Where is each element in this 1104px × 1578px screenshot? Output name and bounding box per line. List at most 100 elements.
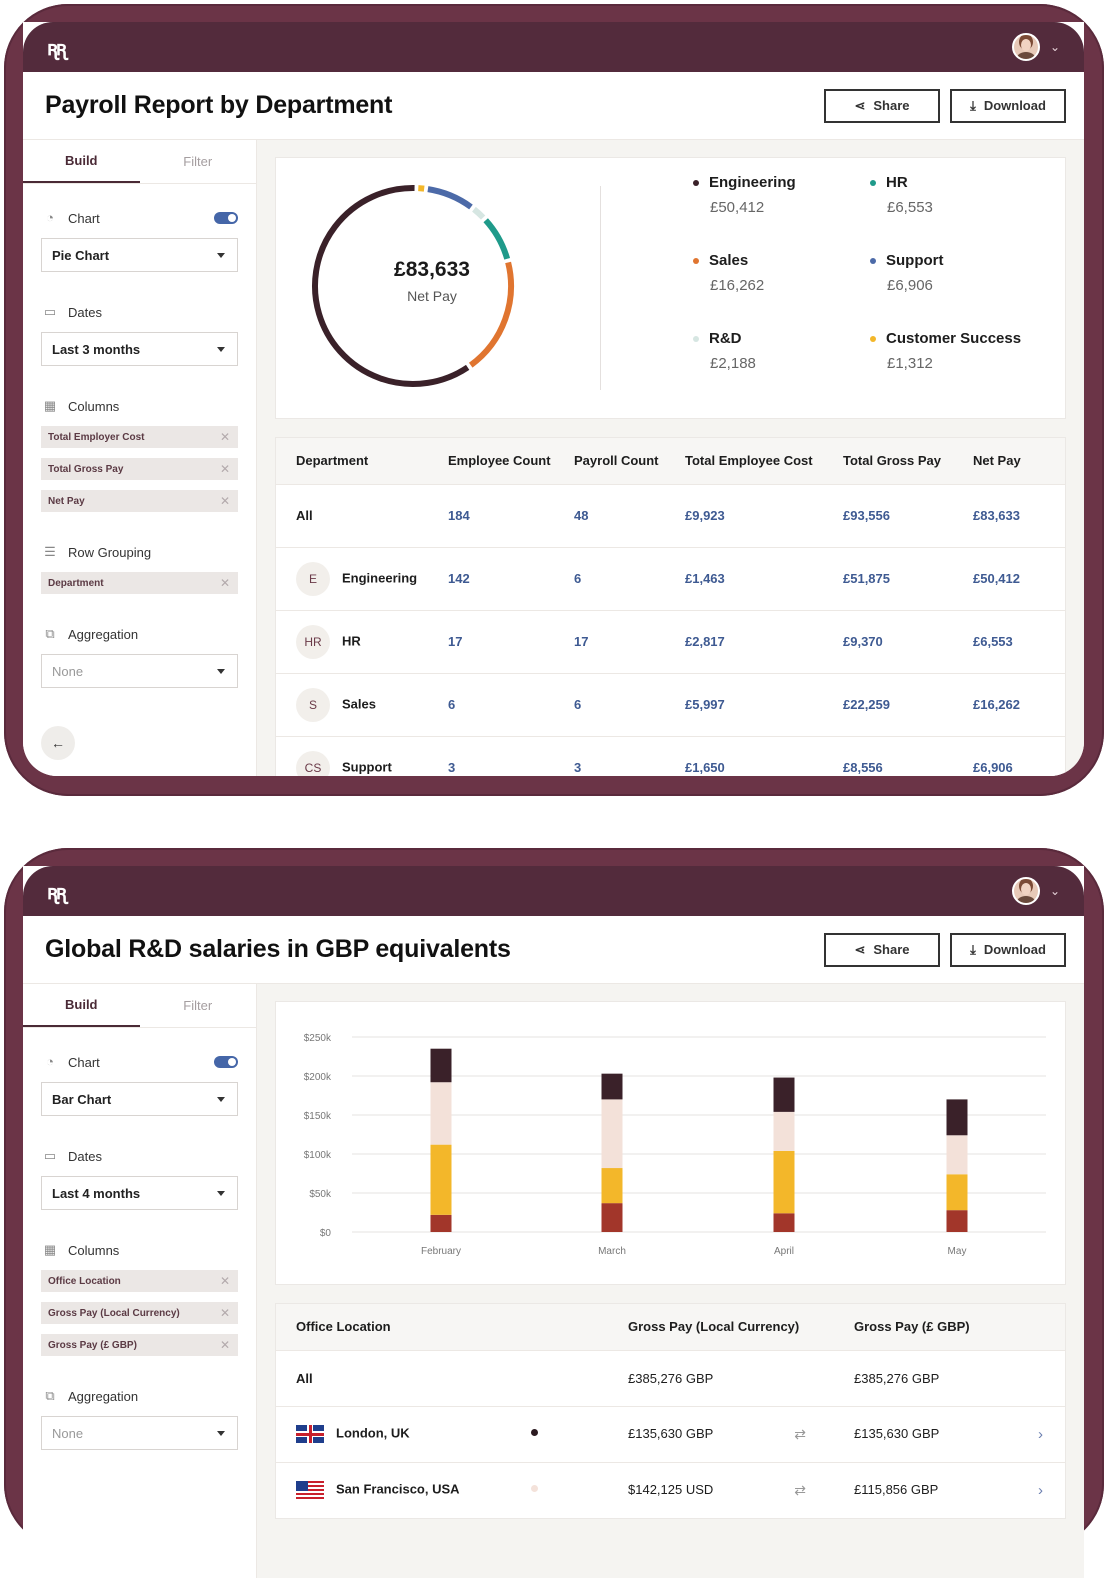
column-header[interactable]: Total Employee Cost xyxy=(665,438,823,484)
avatar[interactable] xyxy=(1012,877,1040,905)
pie-slice-hr[interactable] xyxy=(486,220,507,259)
close-icon[interactable]: ✕ xyxy=(220,494,230,508)
aggregation-select[interactable]: None xyxy=(41,654,238,688)
column-header[interactable]: Gross Pay (Local Currency) xyxy=(608,1304,834,1350)
column-chip[interactable]: Net Pay✕ xyxy=(41,490,238,512)
legend-name: Sales xyxy=(709,252,748,269)
department-badge: E xyxy=(296,562,330,596)
chevron-down-icon[interactable]: ⌄ xyxy=(1050,40,1060,54)
column-header[interactable]: Payroll Count xyxy=(554,438,665,484)
chip-label: Total Employer Cost xyxy=(48,432,145,443)
column-header[interactable]: Total Gross Pay xyxy=(823,438,953,484)
chart-toggle[interactable] xyxy=(214,212,238,224)
convert-icon: ⇄ xyxy=(794,1482,806,1499)
chart-label: Chart xyxy=(68,211,100,226)
chart-type-select[interactable]: Pie Chart xyxy=(41,238,238,272)
chevron-right-icon[interactable]: › xyxy=(1038,1426,1043,1443)
y-tick-label: $50k xyxy=(309,1189,332,1200)
chip-label: Total Gross Pay xyxy=(48,464,123,475)
dates-select[interactable]: Last 4 months xyxy=(41,1176,238,1210)
close-icon[interactable]: ✕ xyxy=(220,430,230,444)
close-icon[interactable]: ✕ xyxy=(220,1274,230,1288)
bar-segment-february[interactable] xyxy=(431,1145,452,1215)
bar-segment-march[interactable] xyxy=(602,1074,623,1100)
download-button[interactable]: ⤓Download xyxy=(950,89,1066,123)
tab-filter[interactable]: Filter xyxy=(140,140,257,183)
share-button[interactable]: ⋖Share xyxy=(824,89,940,123)
caret-down-icon xyxy=(217,253,225,258)
bar-segment-may[interactable] xyxy=(947,1210,968,1232)
download-label: Download xyxy=(984,98,1046,113)
bar-segment-march[interactable] xyxy=(602,1168,623,1203)
bar-segment-february[interactable] xyxy=(431,1215,452,1232)
column-chip[interactable]: Total Gross Pay ✕ xyxy=(41,458,238,480)
table-row[interactable]: All£385,276 GBP£385,276 GBP xyxy=(276,1350,1065,1406)
chart-type-select[interactable]: Bar Chart xyxy=(41,1082,238,1116)
column-header[interactable]: Department xyxy=(276,438,428,484)
bar-segment-february[interactable] xyxy=(431,1049,452,1083)
column-chip[interactable]: Total Employer Cost ✕ xyxy=(41,426,238,448)
value-cell: 6 xyxy=(554,673,665,736)
column-header[interactable]: Employee Count xyxy=(428,438,554,484)
page-title: Global R&D salaries in GBP equivalents xyxy=(45,935,511,964)
back-button[interactable]: ← xyxy=(41,726,75,760)
bar-segment-april[interactable] xyxy=(774,1112,795,1151)
close-icon[interactable]: ✕ xyxy=(220,576,230,590)
column-chip[interactable]: Gross Pay (£ GBP)✕ xyxy=(41,1334,238,1356)
dates-select[interactable]: Last 3 months xyxy=(41,332,238,366)
bar-segment-march[interactable] xyxy=(602,1099,623,1168)
app-logo[interactable]: ꭆꭆ xyxy=(47,34,65,61)
close-icon[interactable]: ✕ xyxy=(220,1338,230,1352)
value-cell: £51,875 xyxy=(823,547,953,610)
bar-segment-april[interactable] xyxy=(774,1151,795,1213)
bar-segment-may[interactable] xyxy=(947,1135,968,1174)
download-button[interactable]: ⤓Download xyxy=(950,933,1066,967)
chart-toggle[interactable] xyxy=(214,1056,238,1068)
legend-value: £1,312 xyxy=(870,355,1050,372)
row-grouping-chip[interactable]: Department✕ xyxy=(41,572,238,594)
value-cell: 142 xyxy=(428,547,554,610)
bar-segment-april[interactable] xyxy=(774,1078,795,1112)
tab-filter[interactable]: Filter xyxy=(140,984,257,1027)
share-label: Share xyxy=(873,98,909,113)
table-row[interactable]: San Francisco, USA$142,125 USD⇄£115,856 … xyxy=(276,1462,1065,1518)
chevron-down-icon[interactable]: ⌄ xyxy=(1050,884,1060,898)
bar-segment-february[interactable] xyxy=(431,1082,452,1144)
user-menu[interactable]: ⌄ xyxy=(1012,877,1060,905)
close-icon[interactable]: ✕ xyxy=(220,462,230,476)
share-button[interactable]: ⋖Share xyxy=(824,933,940,967)
chip-label: Gross Pay (Local Currency) xyxy=(48,1308,180,1319)
close-icon[interactable]: ✕ xyxy=(220,1306,230,1320)
chevron-right-icon[interactable]: › xyxy=(1038,1482,1043,1499)
column-header[interactable]: Office Location xyxy=(276,1304,608,1350)
aggregation-icon: ⧉ xyxy=(41,626,59,642)
tab-build[interactable]: Build xyxy=(23,140,140,183)
user-menu[interactable]: ⌄ xyxy=(1012,33,1060,61)
top-bar: ꭆꭆ ⌄ xyxy=(23,22,1084,72)
column-chip[interactable]: Office Location✕ xyxy=(41,1270,238,1292)
column-header[interactable]: Net Pay xyxy=(953,438,1065,484)
bar-segment-may[interactable] xyxy=(947,1174,968,1210)
bar-segment-april[interactable] xyxy=(774,1213,795,1232)
sidebar: Build Filter ◔Chart Bar Chart ▭Dates Las… xyxy=(23,984,257,1578)
pie-slice-r-d[interactable] xyxy=(474,209,483,217)
column-header[interactable]: Gross Pay (£ GBP) xyxy=(834,1304,1065,1350)
caret-down-icon xyxy=(217,347,225,352)
aggregation-select[interactable]: None xyxy=(41,1416,238,1450)
bar-segment-may[interactable] xyxy=(947,1099,968,1135)
column-chip[interactable]: Gross Pay (Local Currency) ✕ xyxy=(41,1302,238,1324)
avatar[interactable] xyxy=(1012,33,1040,61)
table-row[interactable]: London, UK£135,630 GBP⇄£135,630 GBP› xyxy=(276,1406,1065,1462)
pie-slice-support[interactable] xyxy=(428,189,471,207)
bar-segment-march[interactable] xyxy=(602,1203,623,1232)
app-logo[interactable]: ꭆꭆ xyxy=(47,878,65,905)
pie-slice-sales[interactable] xyxy=(471,262,511,365)
tab-build[interactable]: Build xyxy=(23,984,140,1027)
